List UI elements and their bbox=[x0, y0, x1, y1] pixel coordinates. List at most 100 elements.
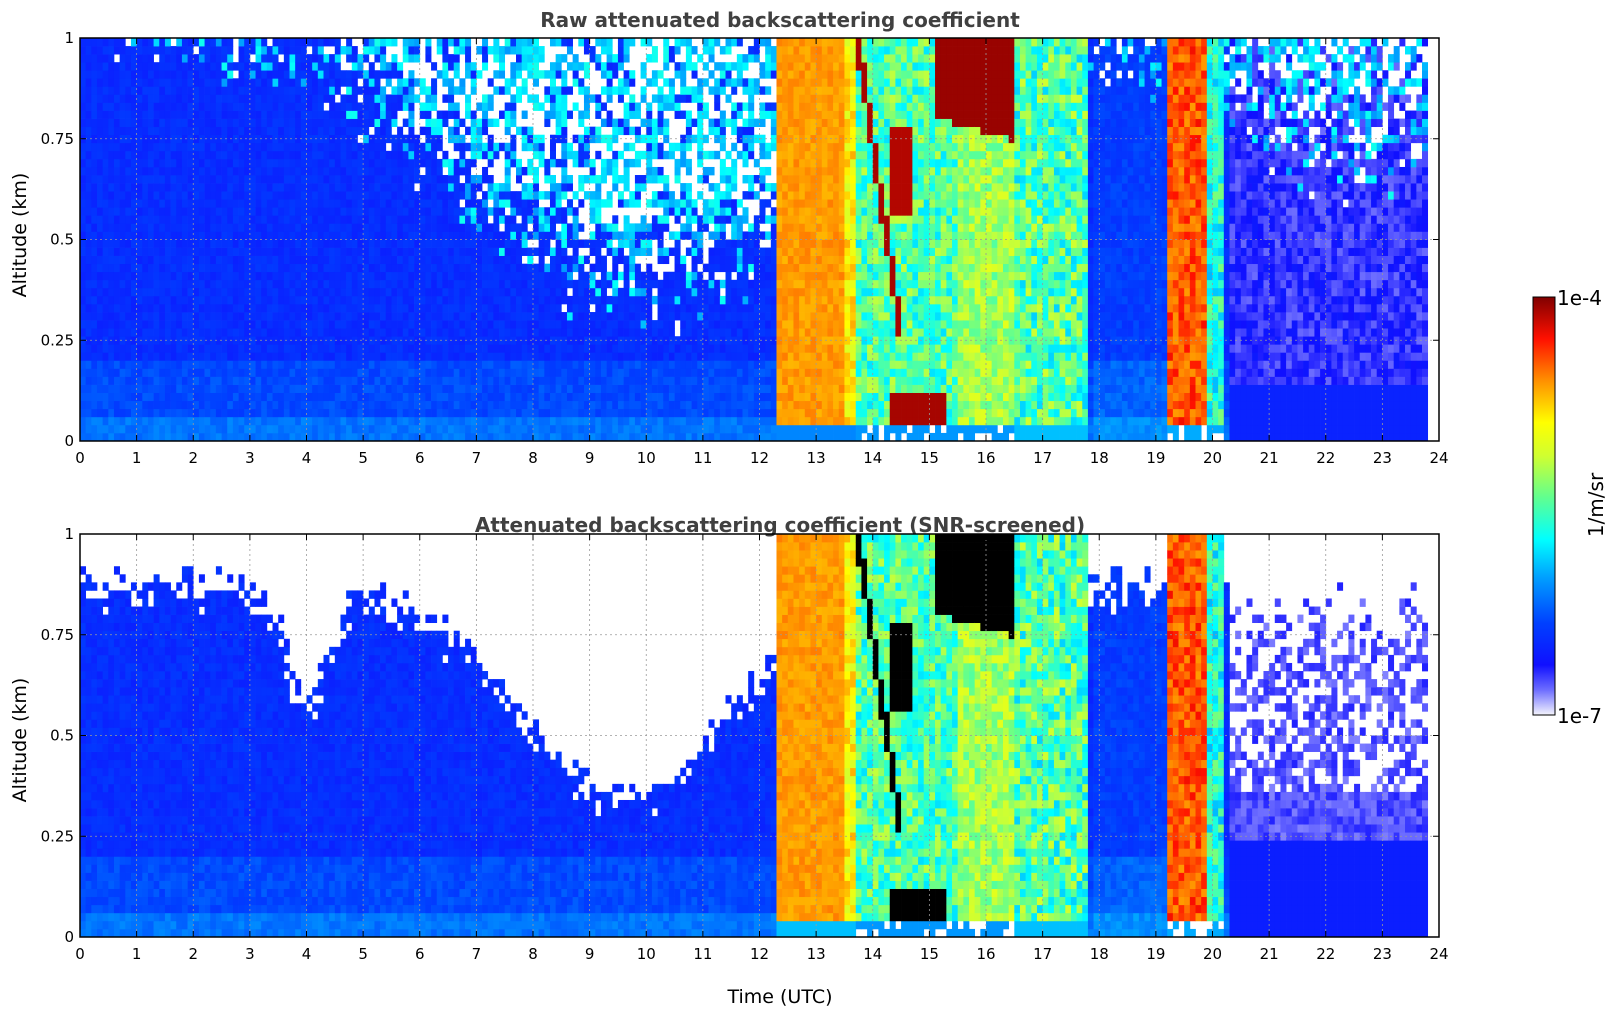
heatmap-cell bbox=[238, 408, 245, 418]
heatmap-cell bbox=[646, 368, 653, 377]
heatmap-cell bbox=[623, 142, 630, 152]
heatmap-cell bbox=[527, 408, 534, 418]
heatmap-cell bbox=[176, 166, 183, 176]
heatmap-cell bbox=[96, 183, 103, 192]
heatmap-cells bbox=[80, 38, 1429, 442]
heatmap-cell bbox=[102, 239, 109, 248]
heatmap-cell bbox=[408, 150, 415, 160]
heatmap-cell bbox=[159, 94, 166, 103]
heatmap-cell bbox=[176, 279, 183, 289]
heatmap-cell bbox=[232, 166, 239, 176]
heatmap-cell bbox=[640, 384, 647, 393]
heatmap-cell bbox=[210, 158, 217, 168]
heatmap-cell bbox=[600, 303, 607, 313]
heatmap-cell bbox=[238, 62, 245, 71]
heatmap-cell bbox=[334, 432, 341, 442]
heatmap-cell bbox=[578, 424, 585, 434]
heatmap-cell bbox=[385, 295, 392, 305]
heatmap-cell bbox=[363, 183, 370, 192]
heatmap-cell bbox=[312, 86, 319, 95]
heatmap-cell bbox=[340, 303, 347, 313]
heatmap-cell bbox=[549, 287, 556, 297]
heatmap-cell bbox=[261, 424, 268, 434]
heatmap-cell bbox=[606, 54, 613, 63]
heatmap-cell bbox=[617, 328, 624, 337]
heatmap-cell bbox=[108, 344, 115, 353]
heatmap-cell bbox=[187, 303, 194, 313]
heatmap-cell bbox=[651, 368, 658, 377]
heatmap-cell bbox=[357, 150, 364, 160]
heatmap-cell bbox=[685, 392, 692, 402]
heatmap-cell bbox=[329, 78, 336, 87]
heatmap-cell bbox=[589, 312, 596, 321]
heatmap-cell bbox=[215, 54, 222, 63]
heatmap-cell bbox=[136, 94, 143, 103]
heatmap-cell bbox=[80, 191, 87, 200]
heatmap-cell bbox=[691, 352, 698, 361]
heatmap-cell bbox=[527, 46, 534, 55]
heatmap-cell bbox=[657, 199, 664, 208]
heatmap-cell bbox=[244, 352, 251, 361]
heatmap-cell bbox=[312, 360, 319, 369]
heatmap-cell bbox=[136, 295, 143, 305]
heatmap-cell bbox=[249, 118, 256, 128]
heatmap-cell bbox=[91, 191, 98, 200]
heatmap-cell bbox=[283, 166, 290, 176]
heatmap-cell bbox=[108, 118, 115, 128]
heatmap-cell bbox=[210, 384, 217, 393]
heatmap-cell bbox=[193, 295, 200, 305]
heatmap-cell bbox=[691, 344, 698, 353]
heatmap-cell bbox=[221, 279, 228, 289]
heatmap-cell bbox=[108, 223, 115, 232]
heatmap-cell bbox=[238, 320, 245, 329]
heatmap-cell bbox=[300, 110, 307, 119]
heatmap-cell bbox=[232, 432, 239, 442]
heatmap-cell bbox=[487, 142, 494, 152]
heatmap-cell bbox=[108, 392, 115, 402]
heatmap-cell bbox=[425, 328, 432, 337]
heatmap-cell bbox=[589, 352, 596, 361]
heatmap-cell bbox=[96, 166, 103, 176]
heatmap-cell bbox=[646, 352, 653, 361]
heatmap-cell bbox=[408, 303, 415, 313]
heatmap-cell bbox=[91, 263, 98, 273]
heatmap-cell bbox=[448, 263, 455, 273]
heatmap-cell bbox=[385, 110, 392, 119]
heatmap-cell bbox=[142, 328, 149, 337]
heatmap-cell bbox=[255, 432, 262, 442]
heatmap-cell bbox=[125, 352, 132, 361]
heatmap-cell bbox=[198, 86, 205, 95]
heatmap-cell bbox=[691, 336, 698, 345]
heatmap-cell bbox=[391, 312, 398, 321]
heatmap-cell bbox=[91, 303, 98, 313]
heatmap-cell bbox=[130, 239, 137, 248]
heatmap-cell bbox=[465, 239, 472, 248]
heatmap-cell bbox=[153, 344, 160, 353]
heatmap-cell bbox=[629, 392, 636, 402]
heatmap-cell bbox=[159, 215, 166, 224]
heatmap-cell bbox=[232, 110, 239, 119]
heatmap-cell bbox=[215, 134, 222, 144]
heatmap-cell bbox=[346, 38, 353, 47]
heatmap-cell bbox=[629, 70, 636, 79]
heatmap-cell bbox=[113, 183, 120, 192]
heatmap-cell bbox=[470, 239, 477, 248]
heatmap-cell bbox=[170, 424, 177, 434]
heatmap-cell bbox=[612, 368, 619, 377]
heatmap-cell bbox=[431, 78, 438, 87]
heatmap-cell bbox=[499, 247, 506, 256]
heatmap-cell bbox=[504, 287, 511, 297]
heatmap-cell bbox=[153, 70, 160, 79]
heatmap-cell bbox=[363, 110, 370, 119]
heatmap-cell bbox=[436, 223, 443, 232]
heatmap-cell bbox=[606, 78, 613, 87]
heatmap-cell bbox=[238, 247, 245, 256]
heatmap-cell bbox=[130, 392, 137, 402]
heatmap-cell bbox=[198, 231, 205, 240]
heatmap-cell bbox=[170, 223, 177, 232]
heatmap-cell bbox=[651, 223, 658, 232]
heatmap-cell bbox=[130, 368, 137, 377]
heatmap-cell bbox=[113, 199, 120, 208]
heatmap-cell bbox=[521, 199, 528, 208]
heatmap-cell bbox=[136, 142, 143, 152]
